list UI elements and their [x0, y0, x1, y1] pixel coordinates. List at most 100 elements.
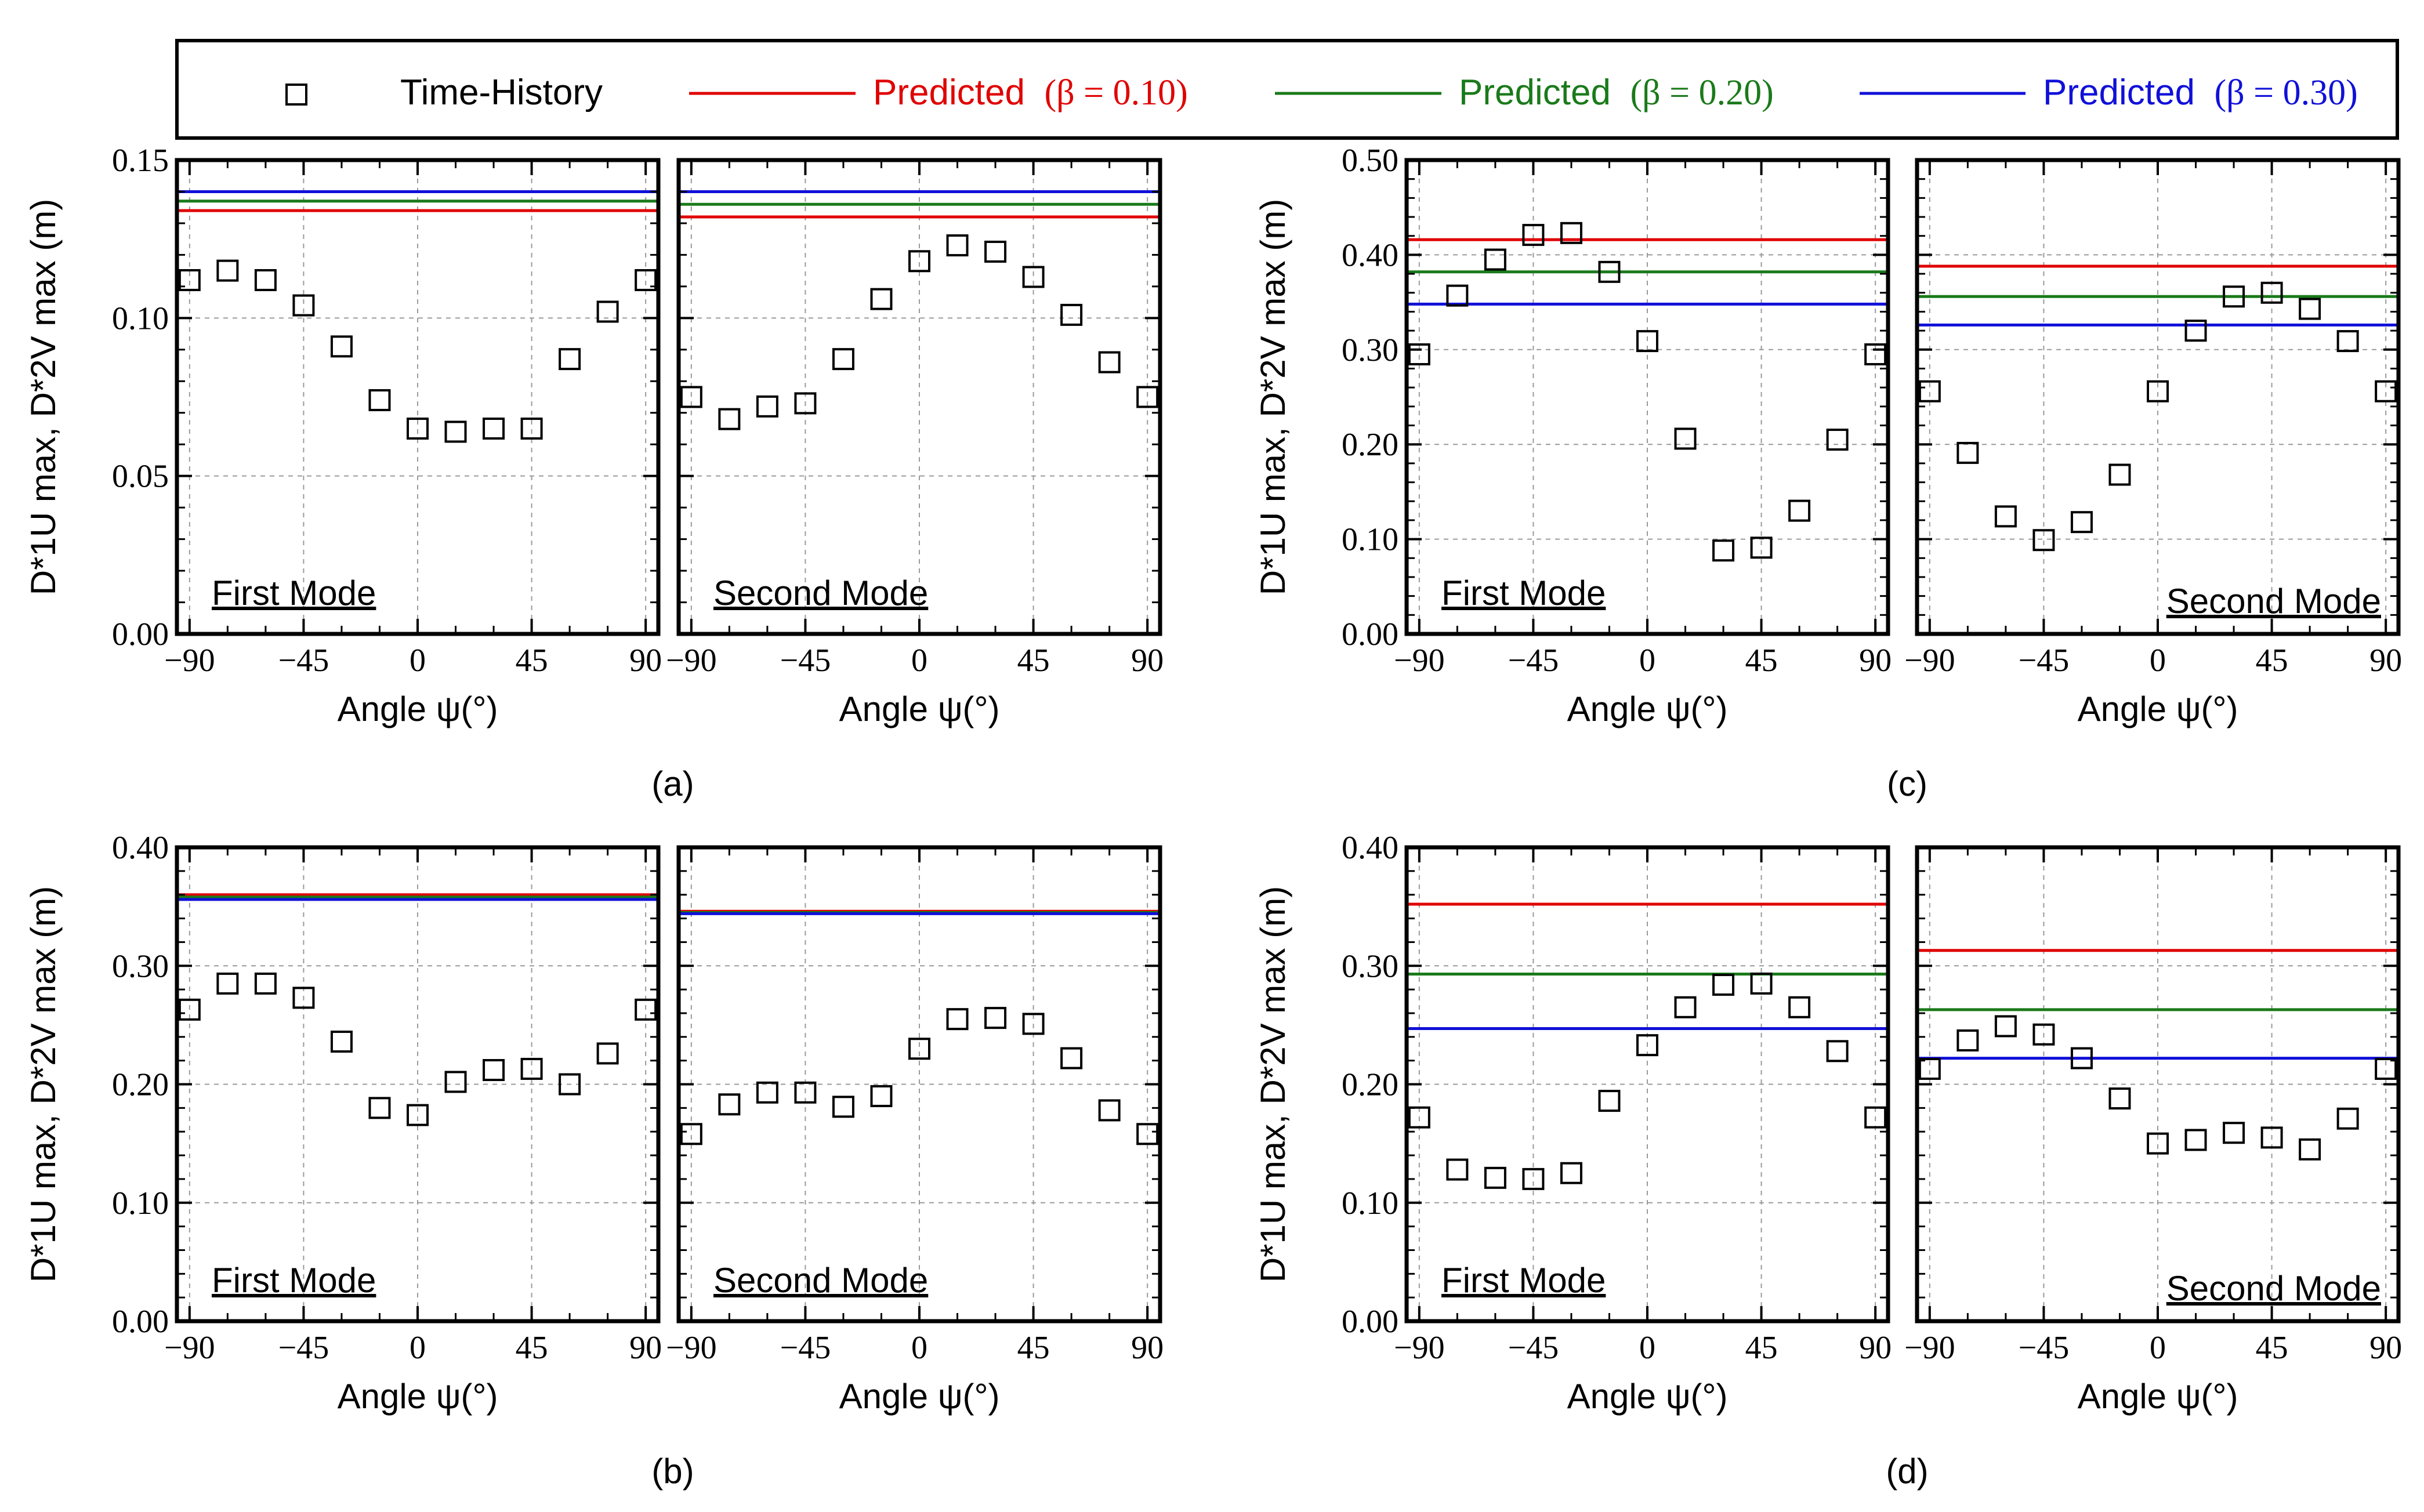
x-tick-label: 45: [1745, 1330, 1778, 1366]
time-history-point: [2070, 511, 2093, 534]
legend-time-history-label: Time-History: [400, 72, 603, 113]
legend-beta-value: (β = 0.10): [1044, 73, 1187, 113]
mode-label: First Mode: [212, 574, 376, 612]
time-history-point: [718, 1093, 741, 1116]
mode-label: Second Mode: [2166, 1269, 2381, 1308]
figure-caption-a: (a): [651, 764, 694, 803]
x-tick-label: 0: [410, 643, 426, 679]
time-history-point: [2223, 285, 2245, 308]
time-history-point: [559, 348, 581, 371]
time-history-point: [2184, 320, 2207, 342]
legend-beta-value: (β = 0.30): [2214, 73, 2357, 113]
panel-b-second-mode: −90 −45 0 45 90 Angle ψ(°) Second Mode: [666, 845, 1164, 1416]
time-history-point: [1098, 1099, 1121, 1122]
time-history-point: [444, 420, 467, 443]
x-tick-label: 0: [911, 1330, 927, 1366]
time-history-point: [1060, 1047, 1083, 1069]
legend-beta-value: (β = 0.20): [1630, 73, 1773, 113]
time-history-point: [1522, 224, 1545, 246]
time-history-point: [1598, 260, 1621, 283]
time-history-point: [2070, 1047, 2093, 1069]
time-history-point: [1408, 1106, 1430, 1129]
time-history-point: [216, 259, 239, 282]
time-history-point: [2108, 1087, 2131, 1110]
figure-caption-c: (c): [1887, 764, 1927, 803]
time-history-point: [1826, 1040, 1849, 1063]
x-tick-label: 0: [1639, 1330, 1655, 1366]
y-tick-label: 0.00: [112, 617, 169, 652]
x-tick-label: −45: [1508, 1330, 1559, 1366]
time-history-point: [680, 1123, 702, 1145]
x-axis-label: Angle ψ(°): [1567, 690, 1728, 728]
legend-box: [175, 39, 2399, 140]
time-history-point: [2299, 298, 2321, 320]
y-tick-label: 0.40: [1342, 237, 1398, 273]
time-history-point: [756, 395, 778, 418]
time-history-point: [635, 998, 657, 1021]
x-tick-label: 45: [1017, 643, 1050, 679]
mode-label: First Mode: [1441, 574, 1606, 612]
y-tick-label: 0.20: [1342, 427, 1398, 463]
time-history-point: [1408, 343, 1430, 365]
time-history-point: [407, 1104, 429, 1126]
time-history-point: [444, 1071, 467, 1093]
x-tick-label: −90: [164, 1330, 215, 1366]
time-history-point: [1098, 351, 1121, 374]
panel-frame: [1404, 158, 1890, 636]
time-history-point: [292, 987, 315, 1009]
time-history-point: [908, 250, 930, 273]
x-tick-label: −45: [278, 1330, 329, 1366]
time-history-point: [483, 1058, 505, 1081]
legend: Time-History Predicted (β = 0.10) Predic…: [175, 39, 2399, 140]
time-history-point: [407, 417, 429, 440]
time-history-point: [2184, 1129, 2207, 1151]
x-tick-label: 0: [2150, 1330, 2166, 1366]
time-history-point: [2147, 1132, 2169, 1155]
panel-frame: [1915, 158, 2401, 636]
x-axis-label: Angle ψ(°): [1567, 1377, 1728, 1416]
time-history-point: [1826, 429, 1849, 451]
y-tick-label: 0.10: [112, 1185, 169, 1221]
figure-a: −90 −45 0 45 90 0.00 0.05 0.10 0.15 Angle ψ(°) Fir…: [24, 143, 1164, 803]
y-tick-label: 0.10: [1342, 522, 1398, 558]
time-history-point: [756, 1081, 778, 1104]
x-tick-label: −45: [780, 643, 831, 679]
panel-c-first-mode: −90 −45 0 45 90 0.00 0.10 0.20 0.30 0.40 0.50 Angle…: [1342, 143, 1892, 728]
x-tick-label: −90: [1904, 1330, 1955, 1366]
x-tick-label: 45: [1017, 1330, 1050, 1366]
time-history-point: [1522, 1167, 1545, 1190]
time-history-point: [1060, 303, 1083, 326]
y-tick-label: 0.40: [112, 830, 169, 866]
time-history-point: [1712, 973, 1735, 996]
time-history-point: [1788, 996, 1811, 1018]
y-tick-label: 0.20: [1342, 1067, 1398, 1103]
time-history-point: [596, 300, 619, 323]
x-tick-label: 90: [629, 1330, 662, 1366]
time-history-point: [292, 294, 315, 317]
x-tick-label: 90: [1131, 643, 1164, 679]
y-tick-label: 0.50: [1342, 143, 1398, 179]
figure-d: −90 −45 0 45 90 0.00 0.10 0.20 0.30 0.40 Angle ψ(°…: [1253, 830, 2402, 1491]
time-history-point: [870, 1085, 893, 1107]
time-history-point: [1750, 972, 1773, 995]
x-tick-label: −45: [1508, 643, 1559, 679]
x-axis-label: Angle ψ(°): [839, 690, 1000, 728]
time-history-point: [1136, 1123, 1159, 1145]
x-tick-label: −90: [1394, 643, 1445, 679]
panel-frame: [1404, 845, 1890, 1324]
time-history-point: [1956, 1029, 1979, 1051]
time-history-point: [2336, 330, 2359, 353]
x-tick-label: −45: [2019, 1330, 2070, 1366]
time-history-point: [368, 1097, 391, 1119]
time-history-point: [2375, 380, 2397, 403]
y-tick-label: 0.00: [1342, 617, 1398, 652]
time-history-point: [1136, 386, 1159, 408]
time-history-point: [946, 1008, 969, 1031]
time-history-point: [2223, 1122, 2245, 1144]
panel-c-second-mode: −90 −45 0 45 90 Angle ψ(°) Second Mode: [1904, 158, 2402, 728]
y-tick-label: 0.30: [112, 948, 169, 984]
x-tick-label: 90: [2369, 643, 2402, 679]
time-history-point: [254, 972, 277, 995]
time-history-point: [1560, 1162, 1582, 1184]
y-tick-label: 0.00: [112, 1304, 169, 1340]
